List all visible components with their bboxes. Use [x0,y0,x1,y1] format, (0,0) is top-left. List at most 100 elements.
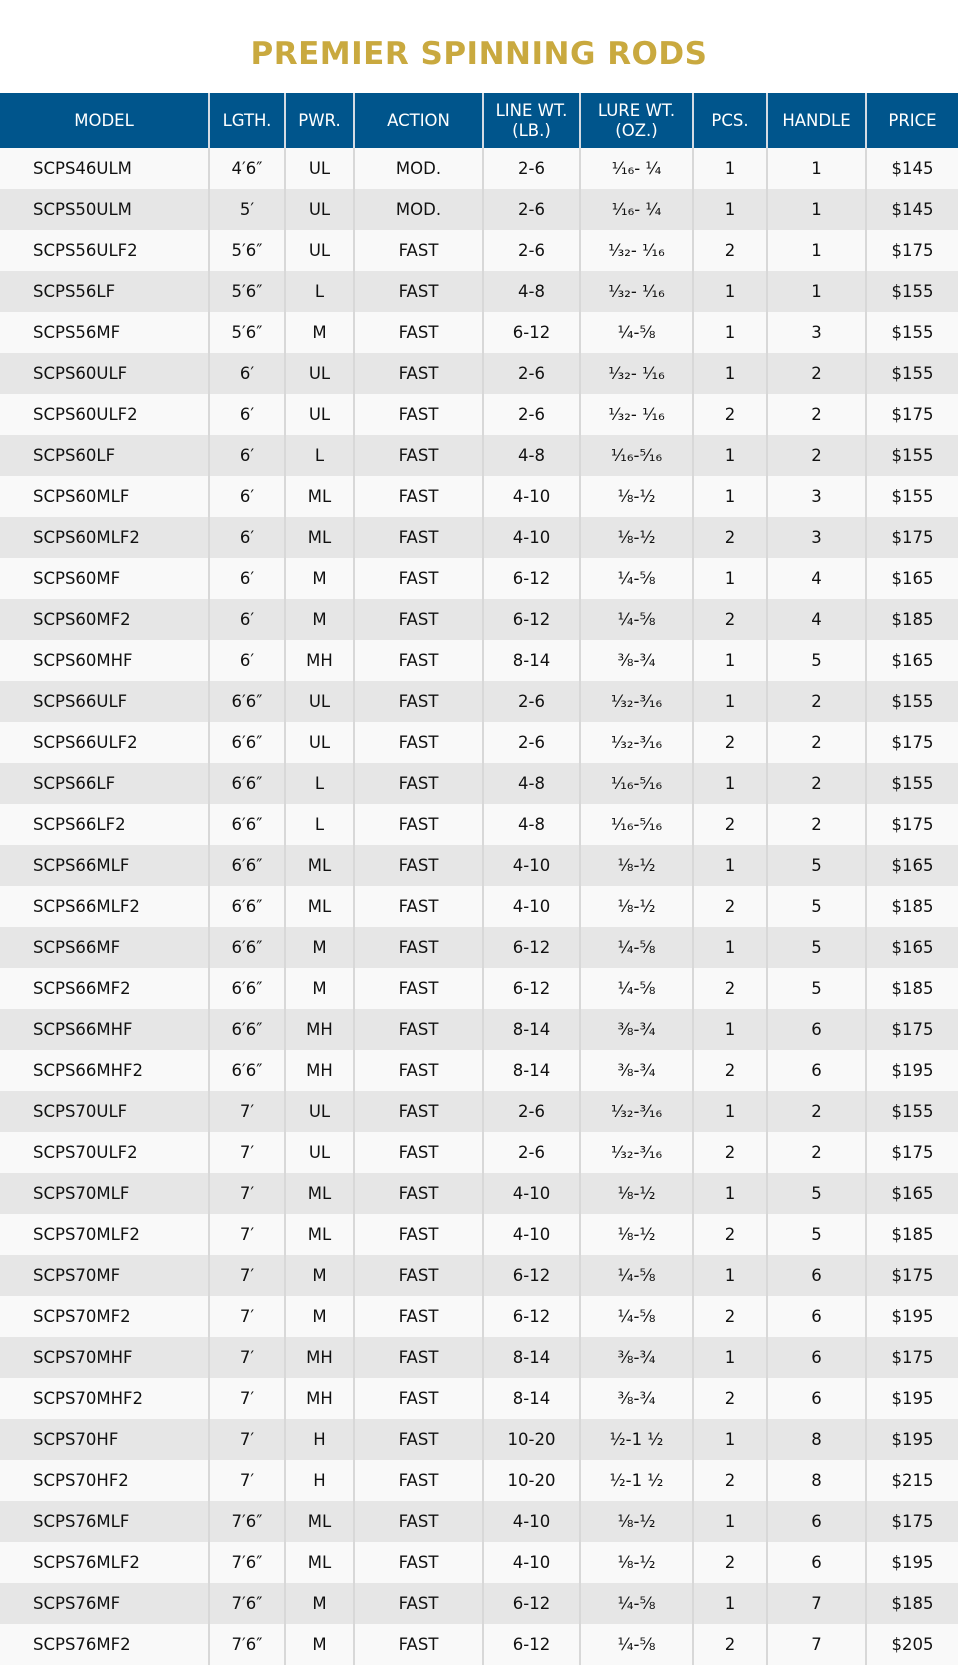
cell-pieces: 2 [693,968,768,1009]
cell-action: FAST [354,640,484,681]
cell-handle: 5 [767,968,867,1009]
cell-power: M [285,312,355,353]
column-header-power: PWR. [285,93,355,148]
cell-lure-weight: ¹⁄₃₂-³⁄₁₆ [580,1132,694,1173]
cell-power: UL [285,1091,355,1132]
cell-line-weight: 6-12 [483,927,581,968]
cell-price: $185 [866,1214,958,1255]
table-row: SCPS66MHF2 6′6″ MH FAST 8-14 ⅜-¾ 2 6 $195 [0,1050,958,1091]
cell-line-weight: 2-6 [483,148,581,189]
cell-price: $175 [866,394,958,435]
cell-model: SCPS60MLF2 [0,517,210,558]
cell-model: SCPS66MHF [0,1009,210,1050]
table-row: SCPS70MHF2 7′ MH FAST 8-14 ⅜-¾ 2 6 $195 [0,1378,958,1419]
cell-price: $215 [866,1460,958,1501]
cell-price: $155 [866,271,958,312]
cell-power: ML [285,476,355,517]
table-row: SCPS66MLF2 6′6″ ML FAST 4-10 ⅛-½ 2 5 $185 [0,886,958,927]
cell-length: 7′ [209,1255,286,1296]
cell-lure-weight: ¼-⅝ [580,312,694,353]
cell-pieces: 2 [693,1624,768,1665]
cell-pieces: 2 [693,230,768,271]
cell-pieces: 1 [693,1009,768,1050]
cell-handle: 5 [767,1173,867,1214]
cell-price: $155 [866,476,958,517]
cell-handle: 6 [767,1296,867,1337]
cell-model: SCPS46ULM [0,148,210,189]
table-row: SCPS56ULF2 5′6″ UL FAST 2-6 ¹⁄₃₂- ¹⁄₁₆ 2 1 $175 [0,230,958,271]
cell-lure-weight: ¹⁄₁₆-⁵⁄₁₆ [580,804,694,845]
cell-handle: 3 [767,476,867,517]
cell-pieces: 2 [693,1050,768,1091]
cell-model: SCPS66ULF2 [0,722,210,763]
column-header-price: PRICE [866,93,958,148]
cell-line-weight: 4-10 [483,476,581,517]
cell-length: 7′ [209,1091,286,1132]
cell-lure-weight: ⅛-½ [580,476,694,517]
cell-price: $175 [866,1501,958,1542]
table-row: SCPS70ULF2 7′ UL FAST 2-6 ¹⁄₃₂-³⁄₁₆ 2 2 $175 [0,1132,958,1173]
cell-action: FAST [354,1091,484,1132]
cell-power: M [285,1624,355,1665]
cell-handle: 1 [767,148,867,189]
cell-model: SCPS70MLF2 [0,1214,210,1255]
table-row: SCPS66MLF 6′6″ ML FAST 4-10 ⅛-½ 1 5 $165 [0,845,958,886]
cell-model: SCPS60MLF [0,476,210,517]
cell-model: SCPS66LF [0,763,210,804]
cell-action: FAST [354,394,484,435]
cell-line-weight: 6-12 [483,1255,581,1296]
cell-model: SCPS60ULF [0,353,210,394]
cell-price: $155 [866,353,958,394]
cell-line-weight: 8-14 [483,640,581,681]
cell-action: FAST [354,1624,484,1665]
cell-power: ML [285,1501,355,1542]
cell-power: MH [285,1337,355,1378]
cell-handle: 5 [767,1214,867,1255]
cell-handle: 5 [767,845,867,886]
table-row: SCPS70MF2 7′ M FAST 6-12 ¼-⅝ 2 6 $195 [0,1296,958,1337]
cell-line-weight: 8-14 [483,1050,581,1091]
cell-pieces: 2 [693,1296,768,1337]
cell-pieces: 2 [693,722,768,763]
cell-line-weight: 6-12 [483,1296,581,1337]
column-header-pieces: PCS. [693,93,768,148]
cell-model: SCPS70ULF [0,1091,210,1132]
cell-power: MH [285,1378,355,1419]
cell-line-weight: 4-10 [483,1173,581,1214]
cell-price: $195 [866,1050,958,1091]
cell-lure-weight: ½-1 ½ [580,1460,694,1501]
cell-pieces: 2 [693,394,768,435]
cell-handle: 5 [767,640,867,681]
cell-action: FAST [354,804,484,845]
cell-line-weight: 10-20 [483,1419,581,1460]
cell-lure-weight: ⅛-½ [580,1542,694,1583]
cell-price: $195 [866,1296,958,1337]
cell-handle: 2 [767,435,867,476]
column-header-action: ACTION [354,93,484,148]
table-row: SCPS70ULF 7′ UL FAST 2-6 ¹⁄₃₂-³⁄₁₆ 1 2 $155 [0,1091,958,1132]
cell-price: $175 [866,230,958,271]
cell-pieces: 1 [693,763,768,804]
cell-line-weight: 2-6 [483,230,581,271]
cell-power: UL [285,722,355,763]
cell-lure-weight: ¼-⅝ [580,599,694,640]
cell-price: $145 [866,148,958,189]
cell-length: 7′6″ [209,1583,286,1624]
cell-pieces: 1 [693,1337,768,1378]
cell-action: FAST [354,1583,484,1624]
cell-pieces: 2 [693,804,768,845]
table-row: SCPS70MHF 7′ MH FAST 8-14 ⅜-¾ 1 6 $175 [0,1337,958,1378]
cell-action: FAST [354,517,484,558]
cell-model: SCPS66ULF [0,681,210,722]
cell-lure-weight: ¹⁄₃₂-³⁄₁₆ [580,722,694,763]
cell-pieces: 1 [693,1173,768,1214]
column-header-lure-weight: LURE WT. (OZ.) [580,93,694,148]
cell-pieces: 1 [693,312,768,353]
cell-price: $185 [866,968,958,1009]
cell-model: SCPS60MHF [0,640,210,681]
cell-power: MH [285,1009,355,1050]
cell-pieces: 1 [693,1091,768,1132]
cell-power: L [285,435,355,476]
cell-pieces: 1 [693,640,768,681]
cell-price: $175 [866,722,958,763]
